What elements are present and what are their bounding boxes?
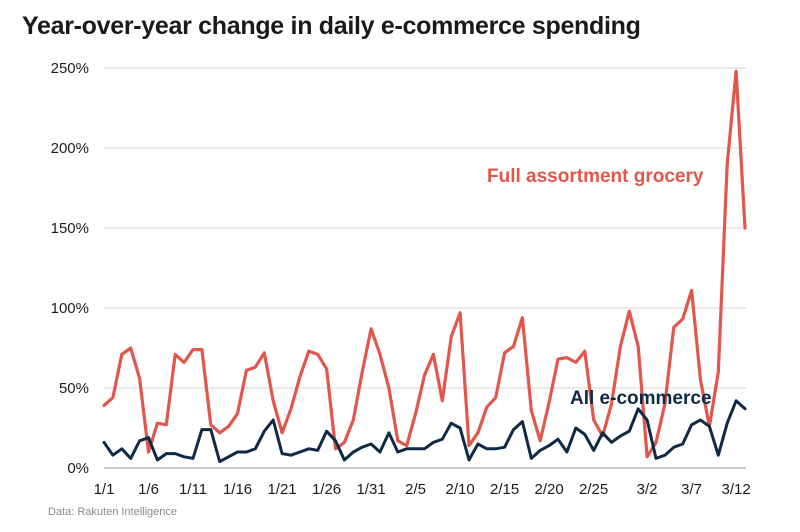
x-tick-label: 2/10 bbox=[446, 481, 475, 498]
y-tick-label: 50% bbox=[59, 380, 89, 397]
y-tick-label: 250% bbox=[51, 60, 89, 77]
y-tick-label: 200% bbox=[51, 140, 89, 157]
x-tick-label: 2/20 bbox=[535, 481, 564, 498]
y-axis-ticks: 0% 50% 100% 150% 200% 250% bbox=[51, 60, 89, 477]
x-tick-label: 1/21 bbox=[267, 481, 296, 498]
x-tick-label: 1/1 bbox=[94, 481, 115, 498]
series-label-all-ecommerce: All e-commerce bbox=[570, 388, 712, 409]
x-tick-label: 3/12 bbox=[721, 481, 750, 498]
data-source: Data: Rakuten Intelligence bbox=[48, 506, 178, 518]
x-tick-label: 3/2 bbox=[637, 481, 658, 498]
x-tick-label: 1/11 bbox=[179, 481, 207, 498]
x-tick-label: 1/26 bbox=[312, 481, 341, 498]
y-tick-label: 150% bbox=[51, 220, 89, 237]
gridlines bbox=[104, 67, 746, 469]
x-tick-label: 2/25 bbox=[579, 481, 608, 498]
x-tick-label: 2/15 bbox=[490, 481, 519, 498]
chart-title: Year-over-year change in daily e-commerc… bbox=[22, 12, 641, 40]
series-lines bbox=[102, 69, 747, 464]
y-tick-label: 100% bbox=[51, 300, 89, 317]
series-labels: Full assortment grocery All e-commerce bbox=[487, 166, 712, 409]
x-tick-label: 3/7 bbox=[681, 481, 702, 498]
x-tick-label: 2/5 bbox=[405, 481, 426, 498]
x-axis-ticks: 1/1 1/6 1/11 1/16 1/21 1/26 1/31 2/5 2/10 2/15 2/2… bbox=[94, 481, 751, 498]
x-tick-label: 1/31 bbox=[356, 481, 385, 498]
x-tick-label: 1/16 bbox=[223, 481, 252, 498]
x-tick-label: 1/6 bbox=[138, 481, 159, 498]
y-tick-label: 0% bbox=[67, 460, 89, 477]
series-label-grocery: Full assortment grocery bbox=[487, 166, 704, 187]
